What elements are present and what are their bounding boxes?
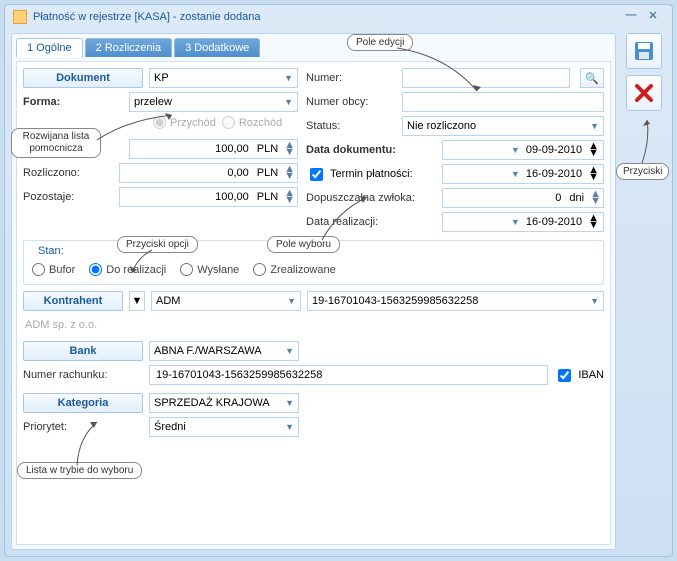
przychod-radio: Przychód	[153, 116, 216, 129]
zwloka-input[interactable]: 0dni▲▼	[442, 188, 604, 208]
priorytet-combo[interactable]: Średni▼	[149, 417, 299, 437]
dokument-combo[interactable]: KP▼	[149, 68, 298, 88]
tab-ogolne[interactable]: 1 Ogólne	[16, 38, 83, 57]
stan-wyslane[interactable]: Wysłane	[180, 263, 239, 276]
close-button[interactable]: ✕	[642, 9, 664, 25]
cancel-button[interactable]	[626, 75, 662, 111]
status-combo[interactable]: Nie rozliczono▼	[402, 116, 604, 136]
numer-search-button[interactable]: 🔍	[580, 68, 604, 88]
stan-radios: Bufor Do realizacji Wysłane Zrealizowane	[30, 259, 597, 280]
numer-obcy-input[interactable]	[402, 92, 604, 112]
pozostaje-label: Pozostaje:	[23, 191, 113, 203]
rachunek-label: Numer rachunku:	[23, 369, 143, 381]
close-icon	[634, 83, 654, 103]
window: Płatność w rejestrze [KASA] - zostanie d…	[4, 4, 673, 557]
tab-rozliczenia[interactable]: 2 Rozliczenia	[85, 38, 172, 57]
iban-checkbox[interactable]: IBAN	[554, 366, 604, 385]
bank-button[interactable]: Bank	[23, 341, 143, 361]
callout-lista-tryb: Lista w trybie do wyboru	[17, 462, 142, 479]
stan-do-realizacji[interactable]: Do realizacji	[89, 263, 166, 276]
main-panel: 1 Ogólne 2 Rozliczenia 3 Dodatkowe Dokum…	[11, 33, 616, 550]
tabs: 1 Ogólne 2 Rozliczenia 3 Dodatkowe	[16, 38, 611, 57]
forma-combo[interactable]: przelew▼	[129, 92, 298, 112]
callout-przyciski: Przyciski	[616, 163, 669, 180]
stan-label: Stan:	[34, 245, 68, 257]
kontrahent-desc: ADM sp. z o.o.	[23, 315, 604, 335]
form: Dokument KP▼ Forma: przelew▼ Przychód Ro…	[16, 61, 611, 545]
status-label: Status:	[306, 120, 396, 132]
save-icon	[633, 40, 655, 62]
save-button[interactable]	[626, 33, 662, 69]
bank-combo[interactable]: ABNA F./WARSZAWA▼	[149, 341, 299, 361]
pozostaje-input[interactable]: 100,00PLN▲▼	[119, 187, 298, 207]
kategoria-button[interactable]: Kategoria	[23, 393, 143, 413]
numer-input[interactable]	[402, 68, 570, 88]
numer-label: Numer:	[306, 72, 396, 84]
titlebar: Płatność w rejestrze [KASA] - zostanie d…	[5, 5, 672, 29]
dokument-button[interactable]: Dokument	[23, 68, 143, 88]
stan-zrealizowane[interactable]: Zrealizowane	[253, 263, 335, 276]
rozchod-radio: Rozchód	[222, 116, 282, 129]
side-buttons: Przyciski	[622, 33, 666, 550]
rozliczono-input[interactable]: 0,00PLN▲▼	[119, 163, 298, 183]
priorytet-label: Priorytet:	[23, 421, 143, 433]
zwloka-label: Dopuszczalna zwłoka:	[306, 192, 436, 204]
kontrahent-dropdown-icon[interactable]: ▼	[129, 291, 145, 311]
kategoria-combo[interactable]: SPRZEDAŻ KRAJOWA▼	[149, 393, 299, 413]
forma-label: Forma:	[23, 96, 123, 108]
kontrahent-acct-combo[interactable]: 19-16701043-1563259985632258▼	[307, 291, 604, 311]
tab-dodatkowe[interactable]: 3 Dodatkowe	[174, 38, 260, 57]
rachunek-input[interactable]	[149, 365, 548, 385]
rozliczono-label: Rozliczono:	[23, 167, 113, 179]
stan-bufor[interactable]: Bufor	[32, 263, 75, 276]
realizacji-input[interactable]: ▼16-09-2010▲▼	[442, 212, 604, 232]
kwota-input[interactable]: 100,00PLN▲▼	[129, 139, 298, 159]
window-title: Płatność w rejestrze [KASA] - zostanie d…	[33, 11, 260, 23]
minimize-button[interactable]: —	[620, 9, 642, 25]
kwota-label: Kwota:	[23, 143, 123, 155]
kontrahent-button[interactable]: Kontrahent	[23, 291, 123, 311]
data-dokumentu-label: Data dokumentu:	[306, 144, 436, 156]
termin-input[interactable]: ▼16-09-2010▲▼	[442, 164, 604, 184]
app-icon	[13, 10, 27, 24]
termin-checkbox[interactable]: Termin płatności:	[306, 165, 436, 184]
data-dokumentu-input[interactable]: ▼09-09-2010▲▼	[442, 140, 604, 160]
realizacji-label: Data realizacji:	[306, 216, 436, 228]
kontrahent-code-combo[interactable]: ADM▼	[151, 291, 301, 311]
numer-obcy-label: Numer obcy:	[306, 96, 396, 108]
